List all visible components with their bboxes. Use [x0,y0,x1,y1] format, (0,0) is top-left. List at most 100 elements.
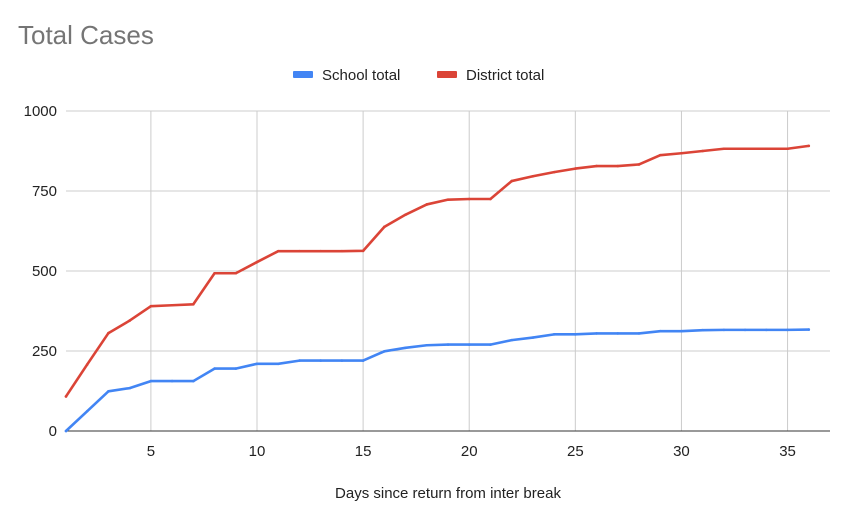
x-tick-label: 35 [779,443,796,460]
chart-title: Total Cases [18,20,154,50]
data-point [361,359,365,362]
data-point [658,329,662,333]
legend-label: District total [466,67,544,84]
x-tick-label: 10 [249,443,266,460]
data-point [446,198,450,201]
data-point [467,197,471,201]
x-tick-label: 25 [567,443,584,460]
data-point [149,304,153,308]
legend-swatch [437,71,457,78]
y-tick-label: 750 [32,183,57,200]
data-point [361,249,365,253]
data-point [298,249,301,253]
y-tick-label: 0 [49,423,57,440]
data-point [404,346,407,350]
data-point [489,343,492,346]
data-point [425,343,429,347]
data-point [319,359,322,362]
data-point [170,303,174,307]
data-point [192,302,195,306]
legend-item[interactable]: School total [293,67,400,84]
series-lines [64,144,811,433]
data-point [701,328,704,332]
data-point [680,329,683,333]
data-point [383,350,386,353]
data-point [680,151,683,155]
data-point [340,359,344,362]
data-point [85,409,89,413]
data-point [807,144,811,148]
data-point [404,213,407,216]
data-point [765,147,768,151]
series-line [64,144,811,398]
legend-label: School total [322,67,400,84]
series-2 [64,144,811,398]
data-point [574,333,577,336]
data-point [637,163,641,166]
x-tick-label: 20 [461,443,478,460]
data-point [276,362,280,366]
y-tick-label: 500 [32,263,57,280]
data-point [595,164,598,168]
data-point [149,379,153,383]
x-axis-ticks: 5 10 15 20 25 30 35 [147,443,796,460]
data-point [743,328,747,332]
x-axis-label: Days since return from inter break [335,485,561,502]
data-point [192,379,195,383]
data-point [658,153,662,157]
data-point [298,359,301,362]
data-point [616,332,620,335]
data-point [637,332,641,335]
data-point [340,249,344,253]
legend[interactable]: School total District total [293,67,544,84]
data-point [128,319,131,322]
data-point [510,338,513,342]
gridlines [66,110,830,431]
data-point [467,343,471,346]
data-point [107,390,110,393]
data-point [128,386,131,390]
y-tick-label: 250 [32,343,57,360]
data-point [531,174,535,178]
series-1 [64,328,811,433]
x-tick-label: 5 [147,443,155,460]
data-point [786,147,789,151]
y-tick-label: 1000 [24,103,57,120]
data-point [531,336,535,339]
data-point [319,249,322,253]
data-point [701,149,704,153]
x-tick-label: 30 [673,443,690,460]
data-point [234,367,238,370]
data-point [213,367,216,370]
data-point [722,328,726,332]
data-point [510,179,513,183]
data-point [64,429,68,433]
y-axis-ticks: 0 250 500 750 1000 [24,103,57,440]
legend-swatch [293,71,313,78]
x-tick-label: 15 [355,443,372,460]
data-point [255,362,259,366]
data-point [552,170,556,174]
data-point [743,147,747,151]
data-point [722,147,726,151]
data-point [765,328,768,332]
data-point [446,343,450,346]
data-point [595,332,598,335]
data-point [574,167,577,170]
data-point [552,333,556,336]
data-point [807,328,811,331]
data-point [234,271,238,275]
data-point [383,225,386,229]
data-point [213,271,216,275]
series-line [64,328,811,433]
data-point [85,363,89,366]
data-point [425,203,429,206]
data-point [170,379,174,383]
data-point [255,260,259,264]
data-point [107,331,110,335]
data-point [786,328,789,332]
data-point [489,197,492,201]
legend-item[interactable]: District total [437,67,544,84]
data-point [616,164,620,168]
